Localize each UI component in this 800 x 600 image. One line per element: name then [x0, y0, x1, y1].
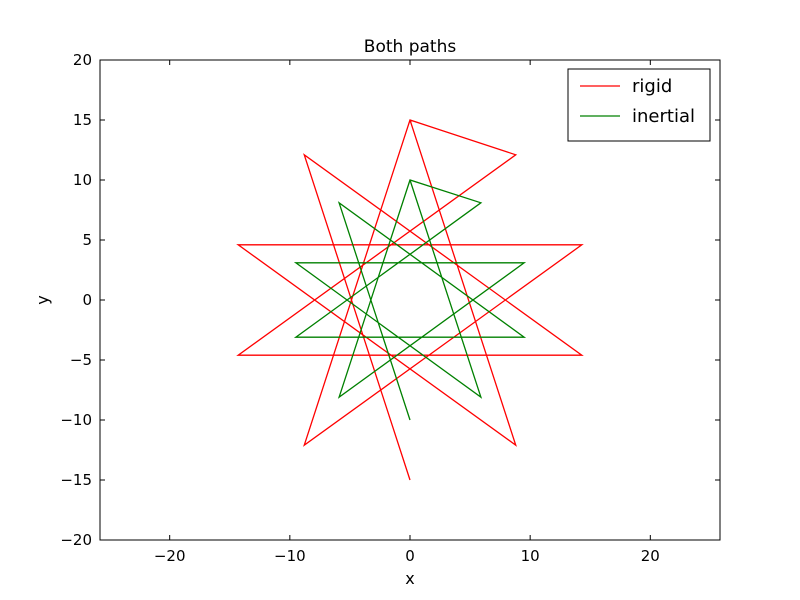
y-tick-label: 5	[82, 231, 92, 249]
legend-label-inertial: inertial	[632, 106, 695, 127]
y-tick-label: 10	[73, 171, 92, 189]
series-line-inertial	[293, 179, 527, 421]
legend-label-rigid: rigid	[632, 76, 672, 97]
x-tick-label: 0	[405, 547, 415, 565]
y-tick-label: −15	[60, 471, 92, 489]
x-tick-label: 20	[641, 547, 660, 565]
y-tick-label: −5	[70, 351, 92, 369]
y-tick-label: 20	[73, 51, 92, 69]
y-tick-label: −20	[60, 531, 92, 549]
x-tick-label: −20	[154, 547, 186, 565]
legend: rigid inertial	[567, 68, 711, 142]
y-tick-label: −10	[60, 411, 92, 429]
chart-title: Both paths	[364, 37, 457, 57]
y-axis-label: y	[33, 295, 52, 304]
y-tick-label: 15	[73, 111, 92, 129]
x-axis: −20 −10 0 10 20	[154, 60, 660, 565]
x-tick-label: 10	[521, 547, 540, 565]
x-tick-label: −10	[274, 547, 306, 565]
x-axis-label: x	[405, 569, 414, 588]
y-tick-label: 0	[82, 291, 92, 309]
legend-box	[567, 68, 711, 142]
plot-area	[236, 119, 584, 481]
y-axis: −20 −15 −10 −5 0 5 10 15 20	[60, 51, 720, 549]
